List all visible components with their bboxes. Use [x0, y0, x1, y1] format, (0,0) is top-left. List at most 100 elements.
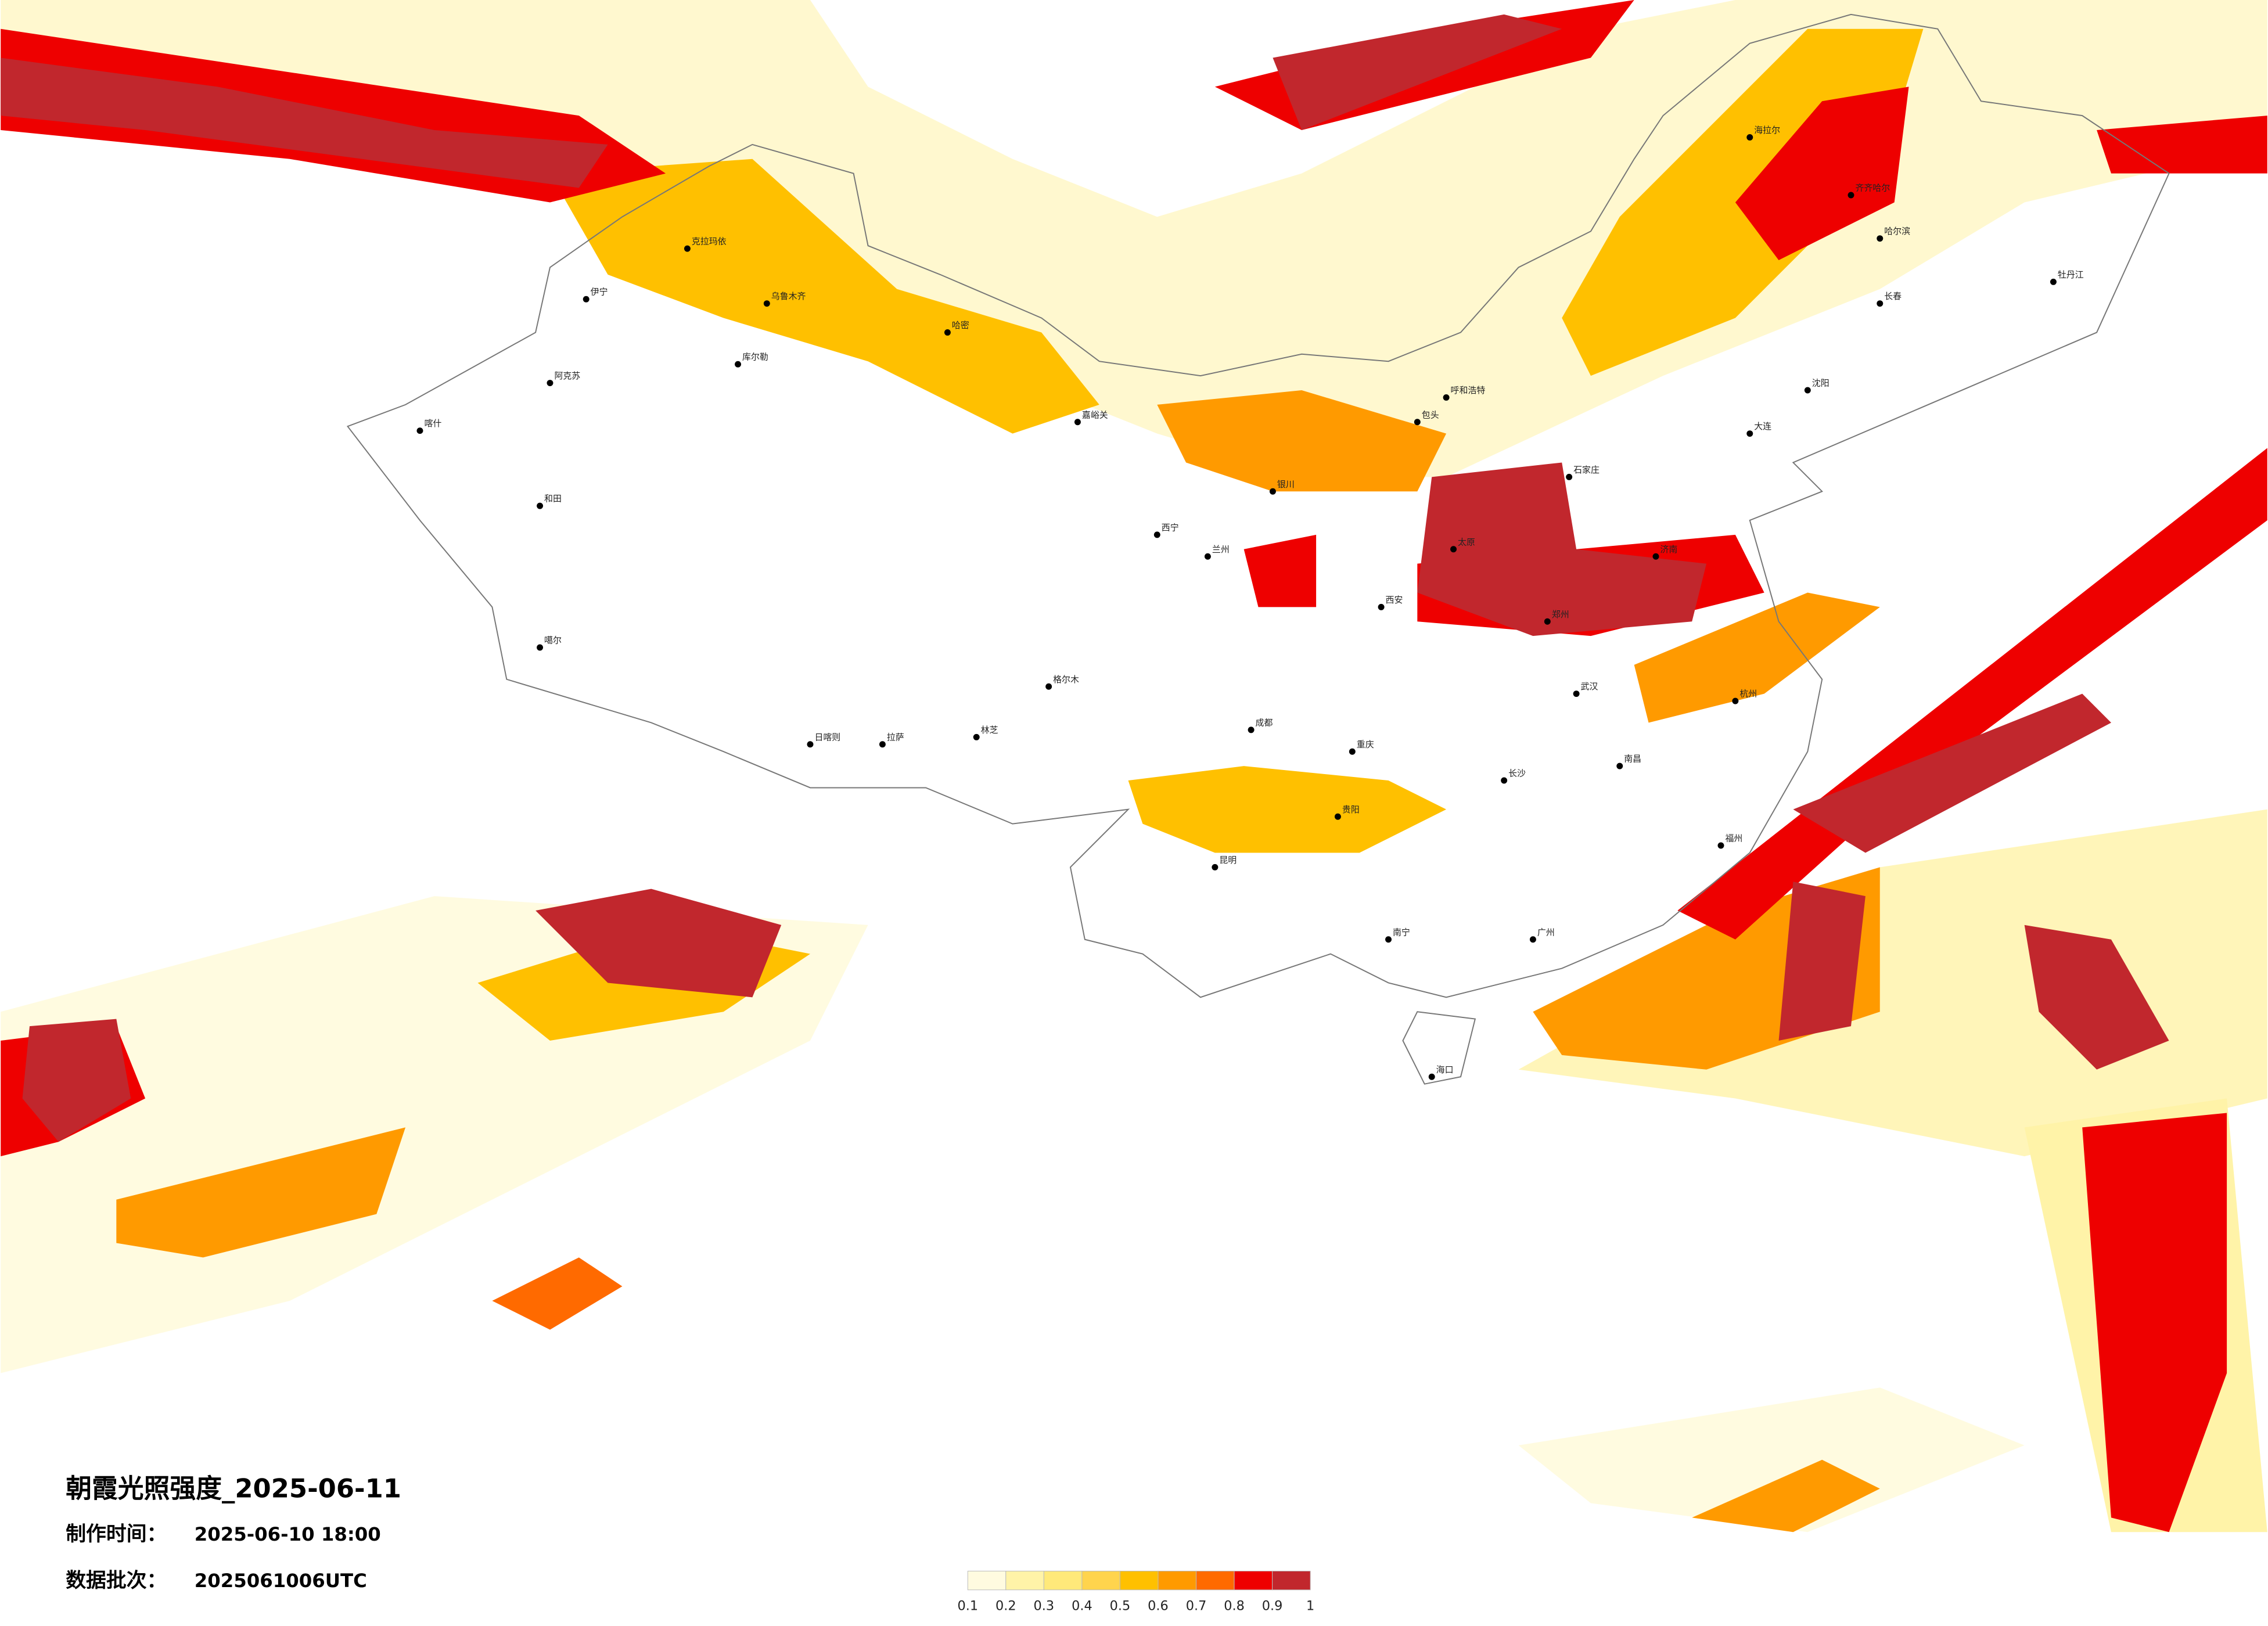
- city-dot: [1450, 546, 1457, 553]
- legend-tick-label: 0.9: [1262, 1599, 1283, 1614]
- legend-swatch: [967, 1570, 1007, 1591]
- city-dot: [1848, 192, 1854, 199]
- city-label: 西安: [1386, 595, 1403, 605]
- city-label: 海拉尔: [1754, 125, 1780, 135]
- city-dot: [537, 502, 544, 509]
- city-label: 郑州: [1552, 609, 1569, 620]
- city-label: 海口: [1436, 1064, 1454, 1075]
- city-dot: [735, 361, 742, 368]
- city-label: 广州: [1537, 927, 1555, 937]
- city-label: 兰州: [1212, 544, 1230, 555]
- city-dot: [583, 296, 590, 303]
- city-label: 石家庄: [1573, 465, 1600, 475]
- city-label: 牡丹江: [2058, 269, 2084, 280]
- city-dot: [1717, 842, 1724, 849]
- city-dot: [1616, 762, 1623, 769]
- city-dot: [1428, 1073, 1435, 1080]
- city-label: 林芝: [981, 725, 998, 735]
- title: 朝霞光照强度_2025-06-11: [66, 1473, 401, 1503]
- island-border: [1402, 1011, 1476, 1085]
- city-label: 嘉峪关: [1082, 409, 1108, 420]
- city-label: 日喀则: [814, 732, 840, 742]
- batch-label: 数据批次：: [66, 1569, 167, 1592]
- city-label: 和田: [544, 494, 562, 504]
- city-dot: [1746, 134, 1753, 141]
- city-dot: [973, 733, 980, 740]
- legend: 0.1 0.2 0.3 0.4 0.5 0.6 0.7 0.8 0.9 1: [957, 1570, 1314, 1614]
- legend-tick-label: 0.6: [1148, 1599, 1169, 1614]
- city-label: 杭州: [1739, 689, 1757, 699]
- city-label: 噶尔: [544, 635, 562, 646]
- legend-tick-label: 0.1: [957, 1599, 978, 1614]
- city-dot: [2050, 278, 2057, 285]
- country-border: [346, 13, 2170, 998]
- city-dot: [1652, 553, 1659, 560]
- city-dot: [1877, 235, 1884, 242]
- city-label: 长春: [1884, 291, 1902, 301]
- city-label: 喀什: [424, 418, 441, 429]
- city-dot: [1074, 419, 1081, 426]
- city-dot: [1269, 488, 1276, 495]
- city-label: 伊宁: [591, 287, 608, 297]
- legend-tick-label: 0.3: [1034, 1599, 1055, 1614]
- legend-swatch: [1005, 1570, 1044, 1591]
- intensity-field: [1, 0, 2267, 1533]
- city-dot: [807, 741, 814, 748]
- city-label: 克拉玛依: [692, 236, 727, 247]
- city-label: 太原: [1458, 537, 1475, 547]
- city-label: 重庆: [1357, 739, 1374, 750]
- city-label: 银川: [1277, 479, 1295, 490]
- city-dot: [1566, 473, 1573, 480]
- legend-tick-label: 1: [1306, 1599, 1314, 1614]
- city-dot: [1443, 394, 1450, 401]
- city-label: 武汉: [1581, 681, 1598, 692]
- city-dot: [1248, 726, 1255, 733]
- city-dot: [879, 741, 886, 748]
- city-dot: [1378, 603, 1385, 610]
- city-label: 南宁: [1393, 927, 1410, 937]
- city-label: 西宁: [1162, 522, 1179, 533]
- city-label: 呼和浩特: [1451, 385, 1486, 395]
- city-label: 济南: [1660, 544, 1677, 555]
- city-dot: [1212, 864, 1219, 870]
- city-dot: [1877, 300, 1884, 307]
- city-label: 南昌: [1624, 754, 1641, 764]
- city-dot: [1544, 618, 1551, 625]
- city-label: 哈尔滨: [1884, 226, 1910, 236]
- city-label: 阿克苏: [554, 370, 580, 381]
- city-dot: [1529, 936, 1536, 943]
- city-dot: [1045, 683, 1052, 690]
- city-label: 包头: [1422, 409, 1439, 420]
- city-dot: [1385, 936, 1392, 943]
- city-label: 格尔木: [1053, 674, 1079, 685]
- city-dot: [763, 300, 770, 307]
- city-label: 福州: [1725, 833, 1742, 844]
- city-dot: [537, 644, 544, 651]
- city-dot: [1804, 387, 1811, 394]
- city-dot: [1204, 553, 1211, 560]
- city-dot: [1153, 531, 1160, 538]
- city-label: 哈密: [952, 320, 969, 330]
- legend-tick-label: 0.2: [995, 1599, 1016, 1614]
- made-label: 制作时间：: [66, 1523, 167, 1546]
- city-label: 齐齐哈尔: [1855, 183, 1890, 193]
- city-dot: [1732, 697, 1739, 704]
- legend-tick-label: 0.4: [1072, 1599, 1092, 1614]
- city-label: 大连: [1754, 421, 1771, 431]
- city-dot: [416, 427, 423, 434]
- city-dot: [1349, 748, 1356, 755]
- legend-swatch: [1196, 1570, 1235, 1591]
- made-time: 2025-06-10 18:00: [195, 1523, 381, 1545]
- city-dot: [547, 380, 553, 387]
- legend-swatch: [1158, 1570, 1197, 1591]
- city-label: 成都: [1256, 717, 1273, 728]
- legend-swatch: [1043, 1570, 1083, 1591]
- legend-swatch: [1272, 1570, 1311, 1591]
- legend-tick-label: 0.5: [1110, 1599, 1131, 1614]
- city-dot: [1334, 813, 1341, 820]
- city-dot: [684, 245, 691, 252]
- city-label: 沈阳: [1812, 378, 1830, 388]
- city-label: 拉萨: [887, 732, 904, 742]
